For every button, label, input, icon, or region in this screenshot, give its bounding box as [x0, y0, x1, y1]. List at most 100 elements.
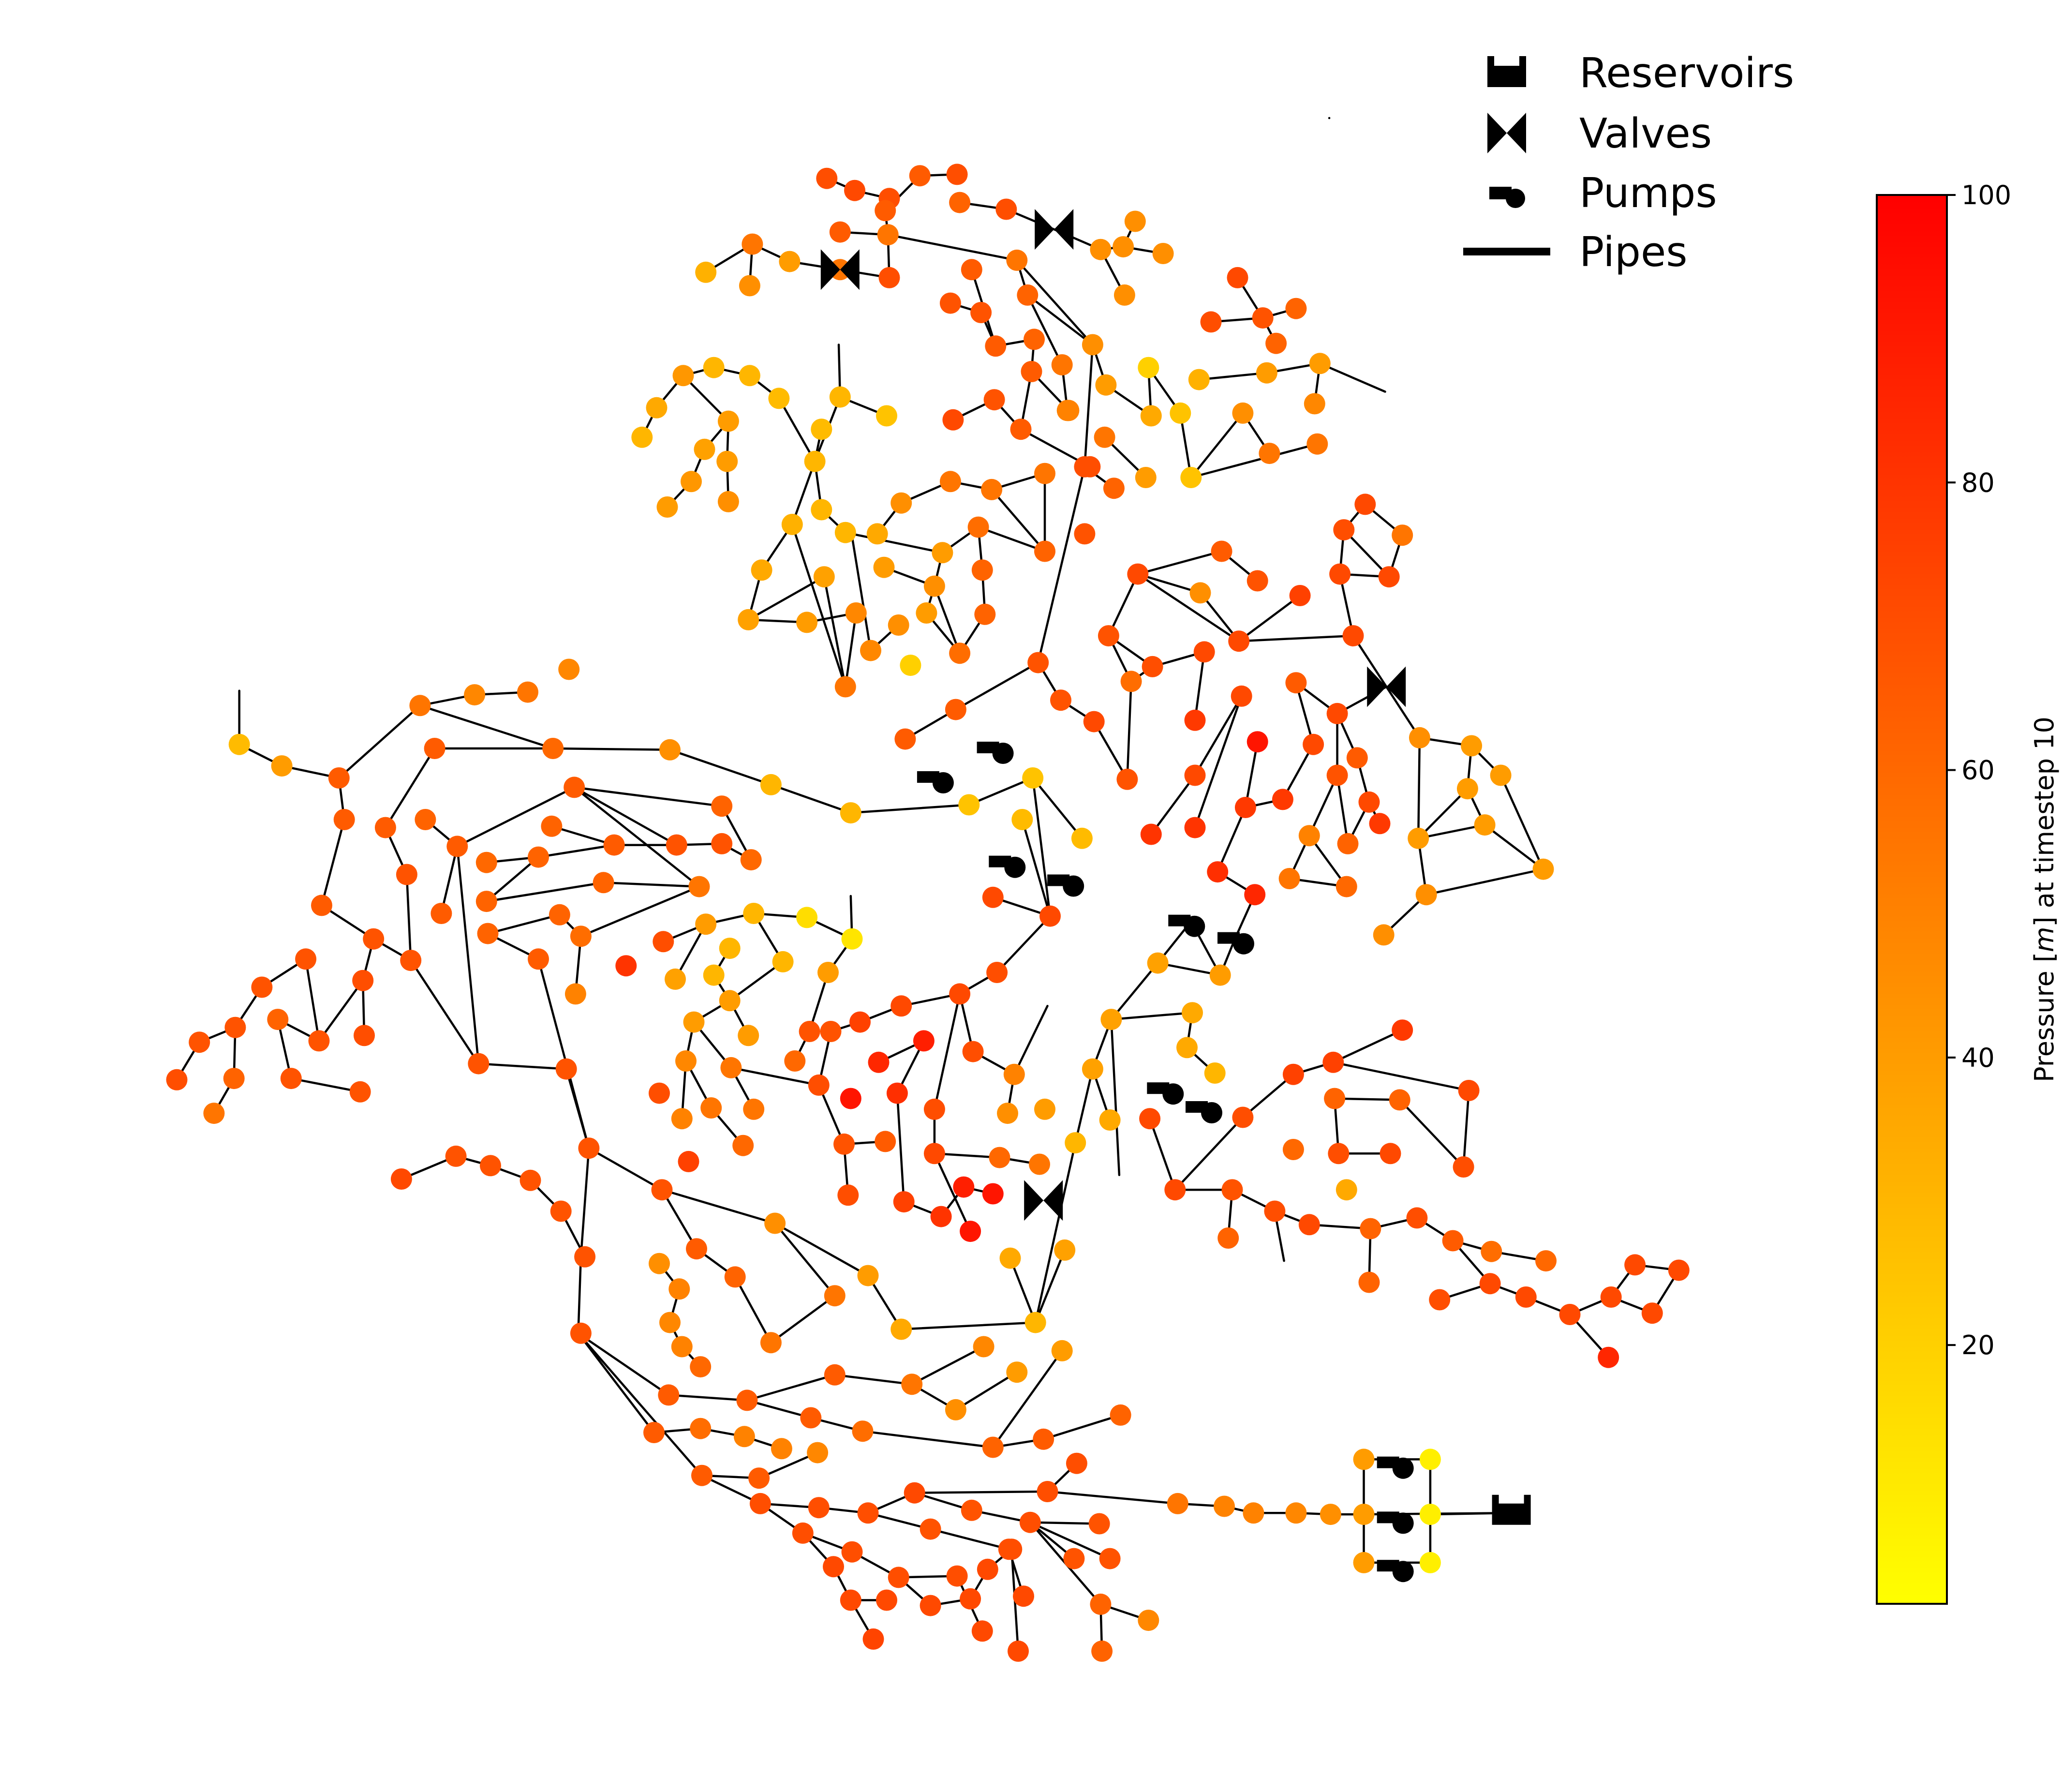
junction-node — [251, 976, 273, 998]
junction-node — [1306, 433, 1328, 455]
pipe — [485, 856, 540, 903]
legend-label-reservoirs: Reservoirs — [1579, 49, 1794, 97]
junction-node — [1082, 334, 1103, 356]
junction-node — [203, 1103, 225, 1124]
pipe — [992, 1349, 1063, 1449]
junction-node — [1228, 630, 1250, 652]
junction-node — [1027, 652, 1049, 673]
junction-node — [1098, 625, 1119, 647]
valve-icon — [1024, 1180, 1063, 1221]
junction-node — [541, 815, 563, 837]
pipe — [1382, 736, 1546, 936]
pipe — [419, 704, 970, 814]
junction-node — [1135, 467, 1157, 488]
junction-node — [166, 1069, 188, 1090]
pipe — [925, 552, 961, 655]
junction-node — [771, 1438, 792, 1460]
junction-node — [824, 1364, 846, 1386]
junction-node — [558, 658, 580, 680]
junction-node — [893, 1191, 915, 1213]
junction-node — [877, 224, 899, 246]
junction-node — [1419, 1504, 1441, 1525]
junction-node — [681, 471, 702, 493]
junction-node — [271, 755, 293, 777]
junction-node — [743, 1098, 765, 1120]
junction-node — [719, 938, 741, 959]
junction-node — [1232, 402, 1254, 424]
colorbar-tick-label: 60 — [1961, 755, 1995, 786]
junction-node — [945, 699, 966, 720]
junction-node — [891, 492, 912, 514]
pipe — [1417, 823, 1486, 840]
junction-node — [1006, 249, 1028, 271]
junction-node — [477, 923, 499, 944]
junction-node — [1227, 267, 1248, 288]
junction-node — [1079, 456, 1101, 478]
junction-node — [649, 1082, 670, 1104]
junction-node — [1303, 733, 1324, 755]
junction-node — [982, 1436, 1004, 1458]
junction-node — [891, 995, 912, 1017]
junction-node — [564, 777, 585, 798]
legend-item-pipes: Pipes — [1463, 228, 1688, 276]
junction-node — [834, 522, 856, 543]
junction-node — [1091, 1640, 1113, 1662]
junction-node — [764, 1212, 786, 1234]
junction-node — [656, 496, 678, 518]
junction-node — [974, 603, 996, 625]
junction-node — [717, 410, 739, 432]
junction-node — [415, 809, 436, 830]
pump-markers — [917, 742, 1414, 1583]
pipe — [573, 786, 701, 995]
junction-node — [1094, 426, 1115, 448]
junction-node — [946, 164, 968, 185]
junction-node — [857, 1265, 879, 1286]
junction-node — [967, 516, 989, 538]
pipe — [1034, 1249, 1066, 1324]
junction-node — [396, 864, 417, 885]
colorbar-ticks: 20 40 60 80 100 — [1947, 180, 2011, 1360]
junction-node — [739, 365, 760, 387]
junction-node — [953, 1176, 975, 1198]
valve-icon — [820, 249, 860, 290]
junction-node — [1358, 791, 1380, 813]
pipe — [773, 1222, 836, 1297]
pipe — [801, 1532, 932, 1607]
junction-node — [1282, 1139, 1304, 1160]
junction-node — [772, 951, 794, 972]
junction-node — [1138, 357, 1159, 378]
junction-node — [1209, 964, 1231, 986]
junction-node — [1184, 817, 1206, 838]
junction-node — [857, 1502, 879, 1524]
junction-node — [1285, 1502, 1307, 1524]
pipe — [1031, 777, 1083, 840]
junction-node — [1113, 284, 1135, 306]
junction-node — [720, 1057, 742, 1078]
junction-node — [703, 357, 725, 378]
junction-node — [1458, 1080, 1480, 1101]
junction-node — [800, 1407, 822, 1429]
junction-node — [703, 964, 725, 986]
junction-node — [932, 542, 953, 564]
junction-node — [1103, 478, 1125, 499]
junction-node — [675, 1050, 697, 1072]
junction-node — [939, 292, 961, 314]
junction-node — [1298, 1214, 1320, 1236]
pipe — [198, 958, 307, 1044]
junction-nodes — [166, 164, 1690, 1662]
pipe — [682, 374, 730, 503]
junction-node — [920, 1595, 941, 1616]
pipe — [851, 535, 900, 653]
junction-node — [916, 602, 937, 624]
junction-node — [1050, 689, 1071, 711]
junction-node — [690, 1356, 712, 1378]
junction-node — [1088, 1513, 1110, 1535]
junction-node — [1392, 1019, 1413, 1041]
valve-icon — [1035, 209, 1074, 250]
pipe — [791, 523, 847, 688]
junction-node — [446, 836, 468, 857]
junction-node — [834, 676, 856, 698]
junction-node — [1140, 823, 1162, 845]
junction-node — [808, 1074, 830, 1096]
junction-node — [671, 1108, 693, 1130]
